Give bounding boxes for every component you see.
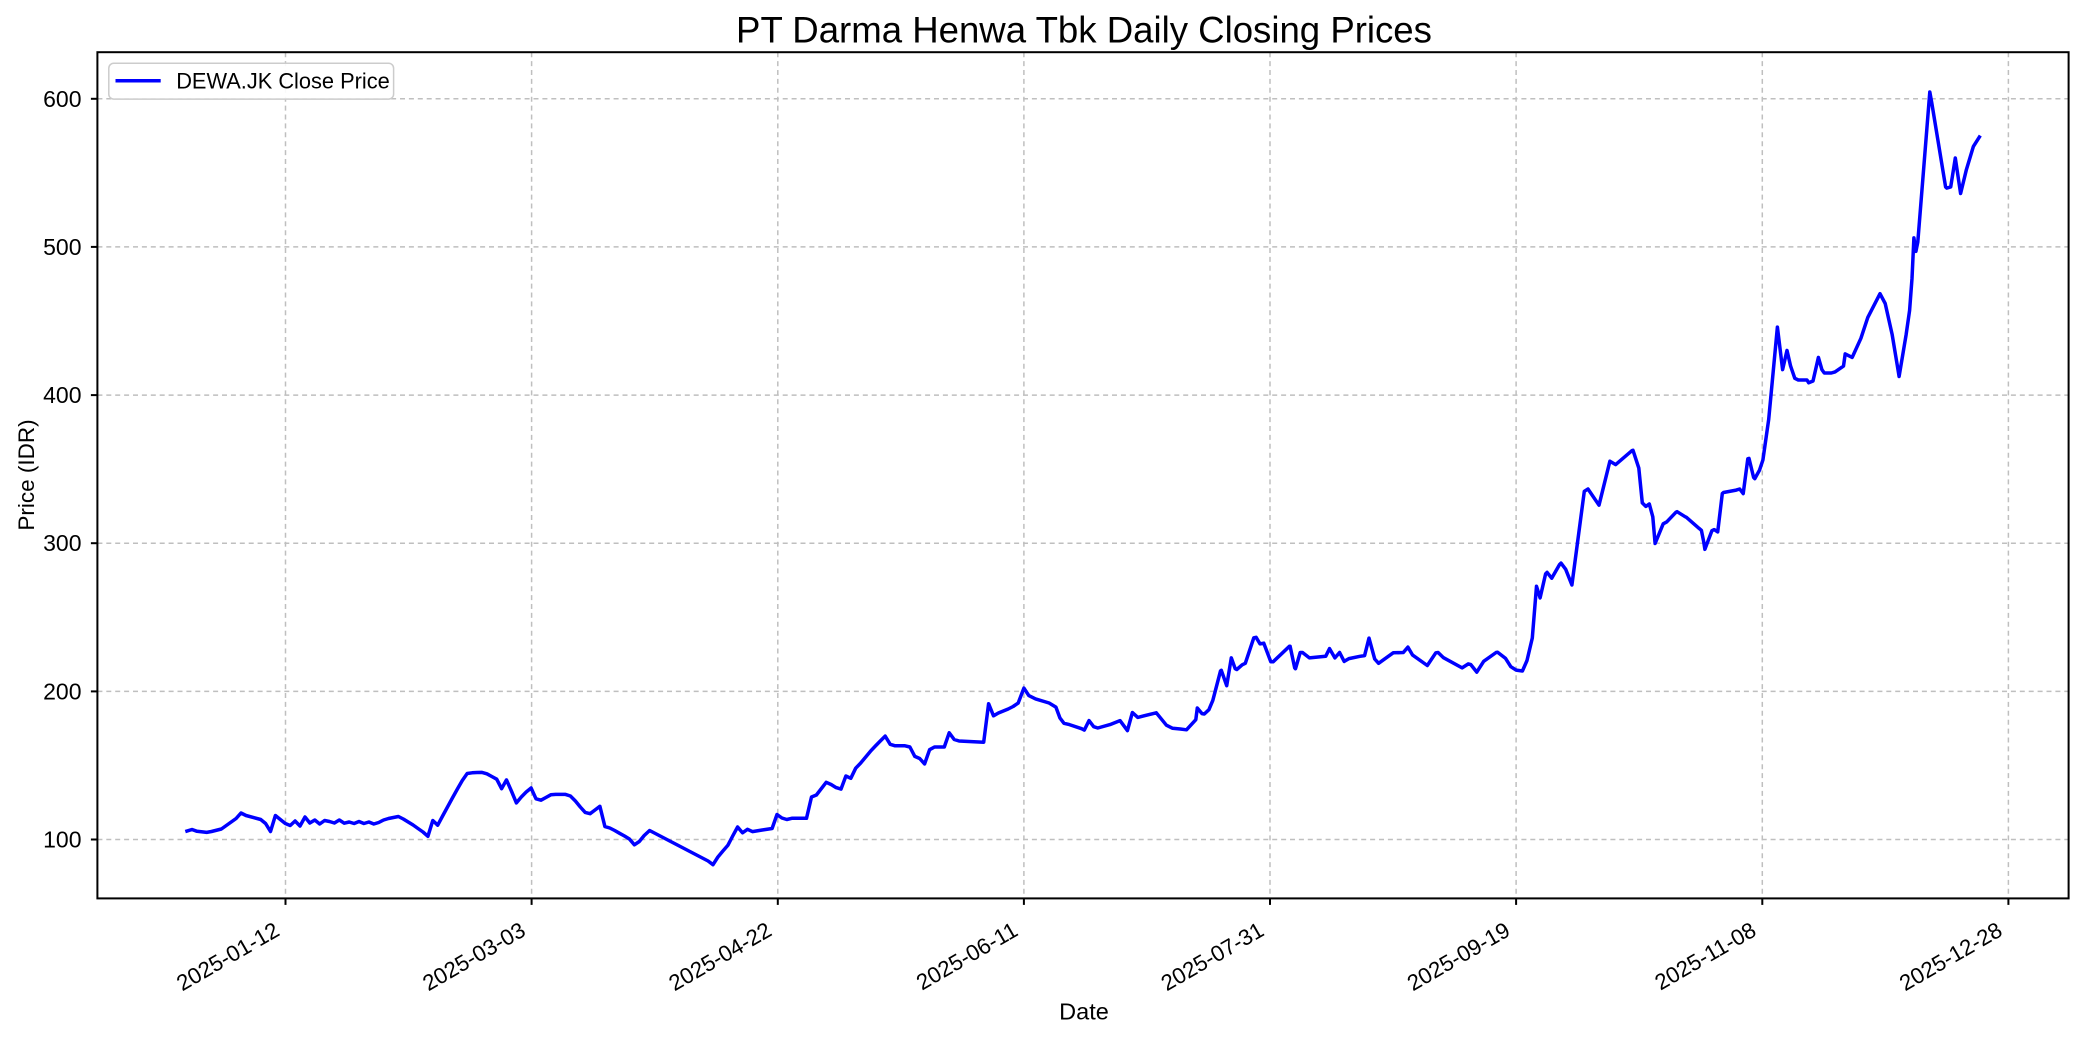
svg-text:Price (IDR): Price (IDR) bbox=[14, 419, 39, 530]
svg-text:400: 400 bbox=[43, 382, 81, 408]
svg-text:600: 600 bbox=[43, 86, 81, 112]
svg-text:Date: Date bbox=[1059, 999, 1109, 1025]
svg-text:500: 500 bbox=[43, 234, 81, 260]
svg-text:DEWA.JK Close Price: DEWA.JK Close Price bbox=[176, 69, 390, 94]
svg-text:100: 100 bbox=[43, 827, 81, 853]
svg-text:200: 200 bbox=[43, 678, 81, 704]
svg-text:PT Darma Henwa Tbk Daily Closi: PT Darma Henwa Tbk Daily Closing Prices bbox=[736, 10, 1432, 51]
svg-text:300: 300 bbox=[43, 530, 81, 556]
